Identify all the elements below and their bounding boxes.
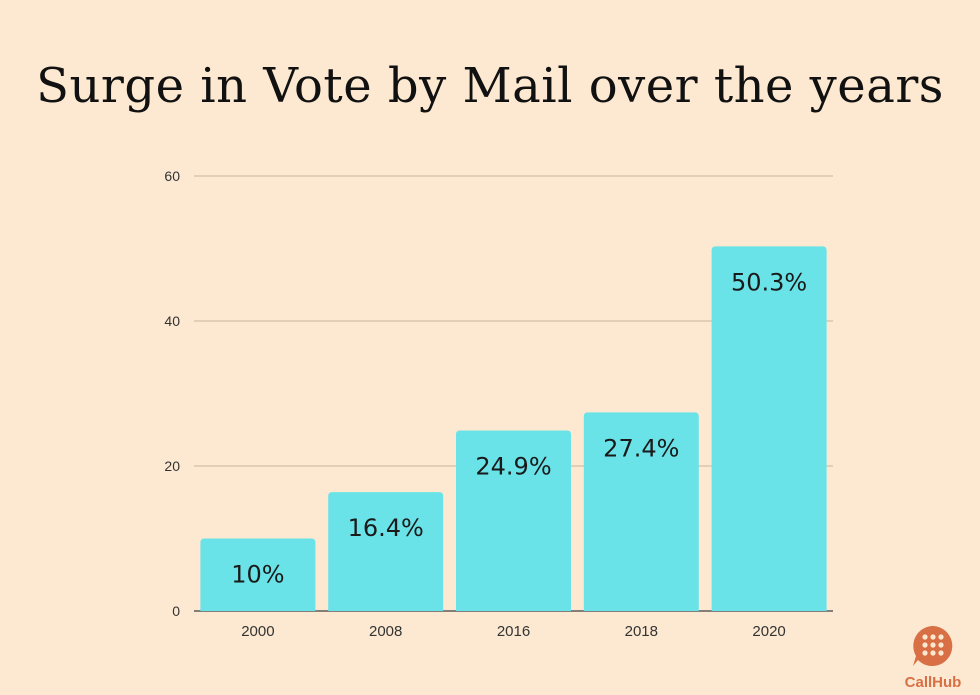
data-label-2016: 24.9% <box>475 452 551 480</box>
bar-2020 <box>711 246 827 611</box>
y-tick-label: 20 <box>164 458 180 474</box>
bars <box>200 246 827 611</box>
callhub-logo: CallHub <box>893 624 973 692</box>
x-tick-label-2008: 2008 <box>369 623 402 640</box>
bar-2016 <box>456 430 571 611</box>
callhub-logo-text: CallHub <box>904 674 962 691</box>
x-tick-label-2000: 2000 <box>241 623 274 640</box>
x-tick-label-2020: 2020 <box>752 623 785 640</box>
data-label-2008: 16.4% <box>348 514 424 542</box>
data-labels: 10% 16.4% 24.9% 27.4% 50.3% <box>231 268 807 588</box>
data-label-2018: 27.4% <box>603 434 679 462</box>
y-axis-ticks: 0 20 40 60 <box>164 168 180 619</box>
chart-title: Surge in Vote by Mail over the years <box>36 58 944 114</box>
bar-2000 <box>200 538 316 611</box>
x-axis-ticks: 2000 2008 2016 2018 2020 <box>241 623 786 640</box>
y-tick-label: 0 <box>172 603 180 619</box>
data-label-2020: 50.3% <box>731 268 807 296</box>
y-tick-label: 40 <box>164 313 180 329</box>
x-tick-label-2018: 2018 <box>625 623 658 640</box>
bar-2008 <box>328 492 444 611</box>
y-tick-label: 60 <box>164 168 180 184</box>
x-tick-label-2016: 2016 <box>497 623 530 640</box>
callhub-logo-icon <box>913 625 953 666</box>
bar-2018 <box>583 412 699 611</box>
data-label-2000: 10% <box>231 561 284 589</box>
